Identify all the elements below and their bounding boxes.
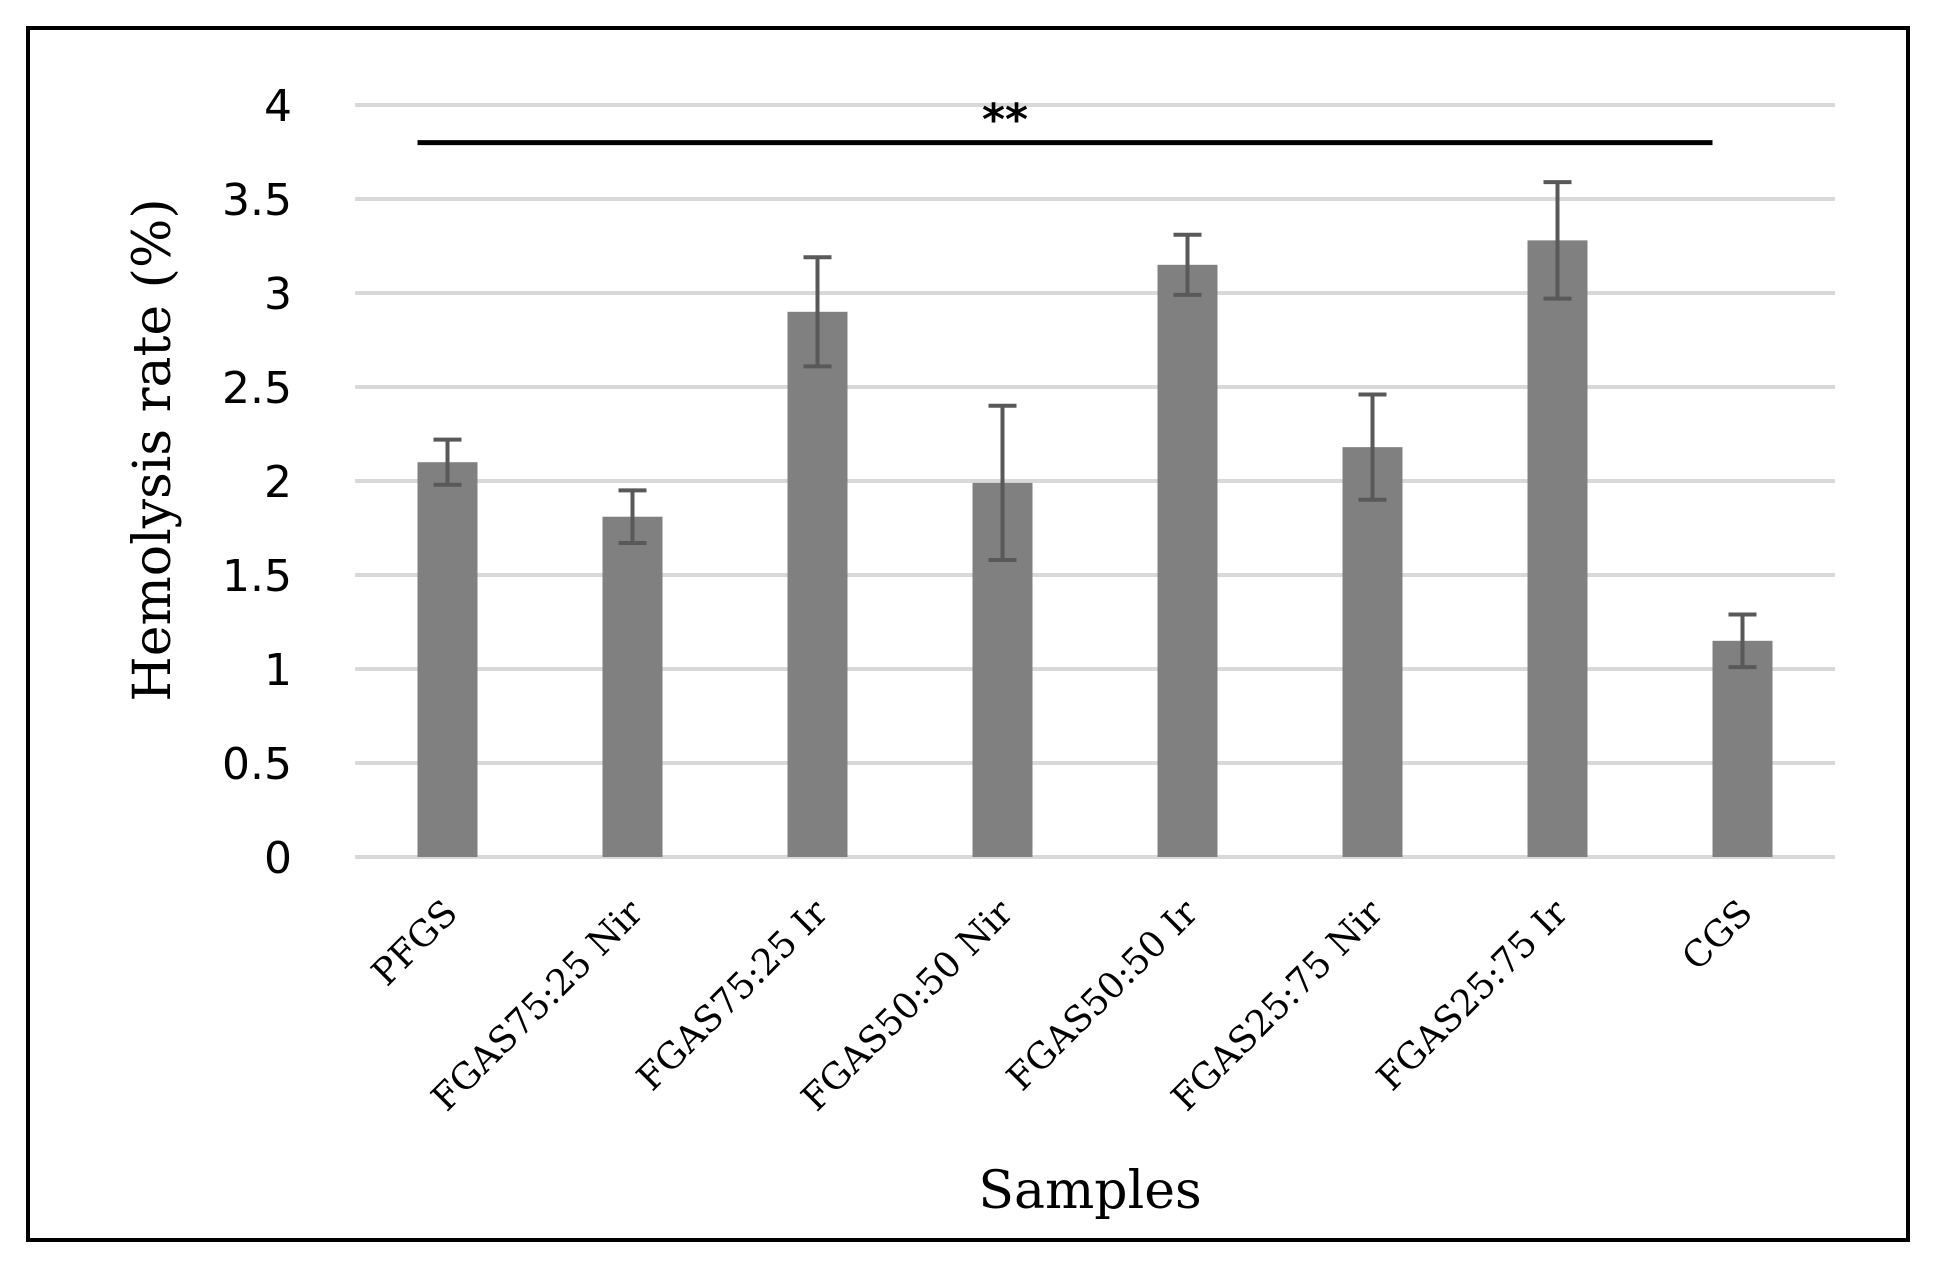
y-axis-title: Hemolysis rate (%) <box>123 198 183 701</box>
significance-annotation: ** <box>417 95 1713 146</box>
gridlines <box>355 103 1835 859</box>
y-tick-label: 1.5 <box>222 551 292 602</box>
error-bar <box>1358 392 1387 502</box>
bar <box>787 311 848 857</box>
error-bar <box>433 437 462 487</box>
y-tick-label: 3.5 <box>222 175 292 226</box>
bar <box>417 462 478 857</box>
y-tick-label: 3 <box>264 269 292 320</box>
bar <box>1157 264 1218 857</box>
error-bar <box>618 488 647 546</box>
error-bar <box>1173 232 1202 297</box>
error-bar <box>1543 180 1572 301</box>
y-tick-labels: 0 0.5 1 1.5 2 2.5 3 3.5 4 <box>222 81 292 884</box>
error-bars <box>433 180 1757 670</box>
error-bar <box>1728 612 1757 670</box>
chart-frame <box>26 26 1910 1242</box>
y-tick-label: 1 <box>264 645 292 696</box>
y-tick-label: 2.5 <box>222 363 292 414</box>
bar <box>602 516 663 857</box>
y-tick-label: 0.5 <box>222 739 292 790</box>
bar <box>1712 640 1773 857</box>
y-tick-label: 4 <box>264 81 292 132</box>
x-axis-title: Samples <box>978 1161 1201 1221</box>
error-bar <box>803 255 832 369</box>
error-bar <box>988 403 1017 562</box>
significance-label: ** <box>982 95 1028 146</box>
bar <box>1527 240 1588 858</box>
bars <box>417 240 1773 858</box>
y-tick-label: 2 <box>264 457 292 508</box>
y-tick-label: 0 <box>264 833 292 884</box>
bar <box>1342 447 1403 857</box>
